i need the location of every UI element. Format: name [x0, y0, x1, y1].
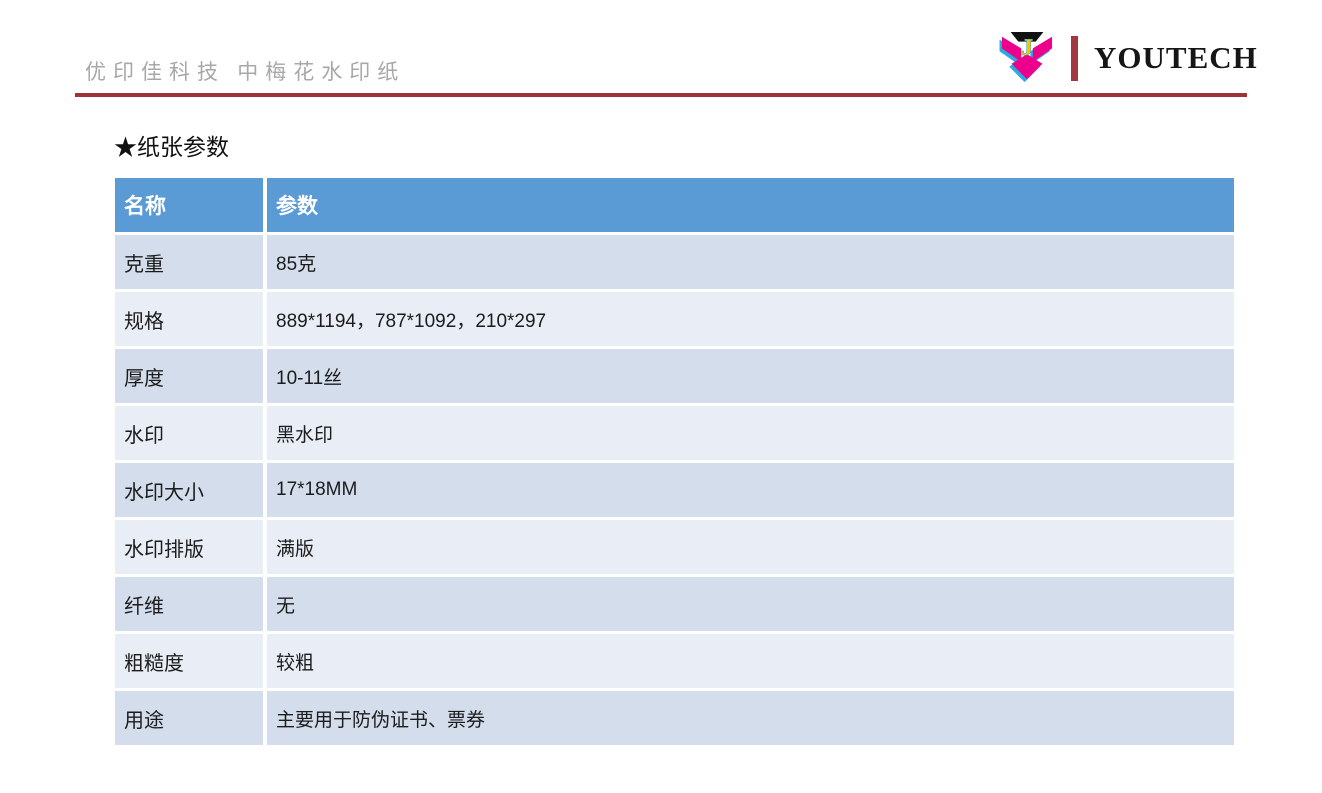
brand-name: YOUTECH: [1094, 40, 1258, 75]
spec-table-body: 克重 85克 规格 889*1194，787*1092，210*297 厚度 1…: [115, 235, 1234, 745]
section-title: ★纸张参数: [114, 135, 229, 160]
document-title: 优印佳科技 中梅花水印纸: [85, 60, 406, 84]
document-header: 优印佳科技 中梅花水印纸 J YOUTECH: [0, 0, 1322, 100]
row-value: 10-11丝: [267, 349, 1234, 403]
row-value: 较粗: [267, 634, 1234, 688]
table-row: 厚度 10-11丝: [115, 349, 1234, 403]
row-label: 厚度: [115, 349, 263, 403]
svg-text:J: J: [1021, 35, 1033, 61]
youtech-logo-icon: J: [999, 31, 1053, 83]
table-row: 用途 主要用于防伪证书、票券: [115, 691, 1234, 745]
row-label: 用途: [115, 691, 263, 745]
row-label: 水印排版: [115, 520, 263, 574]
header-rule-line: [75, 93, 1247, 97]
table-row: 水印大小 17*18MM: [115, 463, 1234, 517]
table-row: 水印排版 满版: [115, 520, 1234, 574]
brand-area: J YOUTECH: [998, 30, 1258, 86]
row-value: 85克: [267, 235, 1234, 289]
row-value: 主要用于防伪证书、票券: [267, 691, 1234, 745]
table-row: 粗糙度 较粗: [115, 634, 1234, 688]
row-value: 黑水印: [267, 406, 1234, 460]
row-label: 规格: [115, 292, 263, 346]
column-header-name: 名称: [115, 178, 263, 232]
row-label: 水印: [115, 406, 263, 460]
row-label: 水印大小: [115, 463, 263, 517]
row-value: 17*18MM: [267, 463, 1234, 517]
column-header-params: 参数: [267, 178, 1234, 232]
row-value: 无: [267, 577, 1234, 631]
row-label: 克重: [115, 235, 263, 289]
brand-divider-bar: [1071, 35, 1078, 81]
paper-spec-table: 名称 参数 克重 85克 规格 889*1194，787*1092，210*29…: [115, 178, 1234, 748]
table-row: 规格 889*1194，787*1092，210*297: [115, 292, 1234, 346]
spec-table-header-row: 名称 参数: [115, 178, 1234, 232]
table-row: 纤维 无: [115, 577, 1234, 631]
table-row: 水印 黑水印: [115, 406, 1234, 460]
row-label: 纤维: [115, 577, 263, 631]
row-value: 满版: [267, 520, 1234, 574]
table-row: 克重 85克: [115, 235, 1234, 289]
row-value: 889*1194，787*1092，210*297: [267, 292, 1234, 346]
row-label: 粗糙度: [115, 634, 263, 688]
